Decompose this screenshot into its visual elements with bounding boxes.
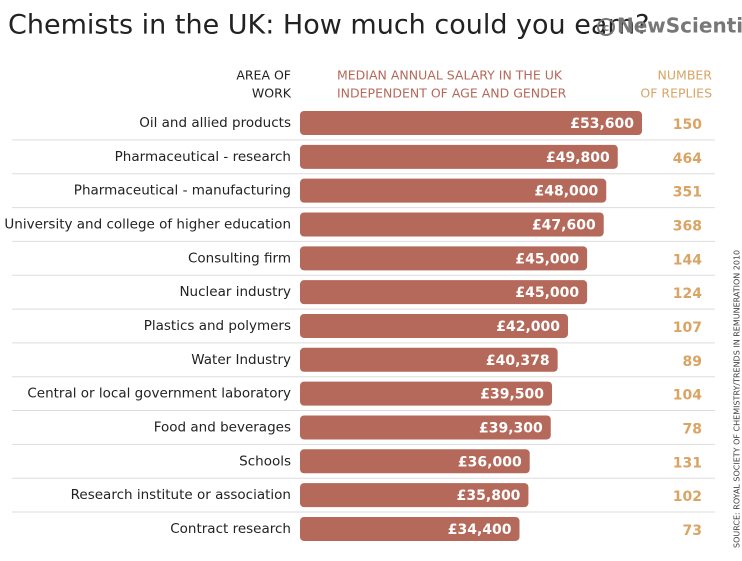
bar bbox=[300, 381, 553, 406]
logo-c: c bbox=[603, 21, 610, 34]
value-label: £34,400 bbox=[448, 522, 512, 538]
column-header: OF REPLIES bbox=[640, 86, 712, 101]
value-label: £45,000 bbox=[515, 285, 579, 301]
replies-label: 150 bbox=[673, 117, 702, 133]
replies-label: 368 bbox=[673, 218, 702, 234]
value-label: £49,800 bbox=[546, 150, 610, 166]
value-label: £39,300 bbox=[479, 420, 543, 436]
brand: NewScientist bbox=[617, 14, 742, 38]
category-label: Consulting firm bbox=[188, 250, 291, 266]
category-label: Food and beverages bbox=[154, 419, 291, 435]
bar bbox=[300, 280, 588, 305]
category-label: Schools bbox=[239, 453, 291, 469]
column-header: WORK bbox=[252, 86, 292, 101]
replies-label: 89 bbox=[683, 354, 702, 370]
bar bbox=[300, 111, 642, 135]
source: SOURCE: ROYAL SOCIETY OF CHEMISTRY/TREND… bbox=[733, 250, 742, 548]
logo-circle bbox=[597, 18, 615, 36]
category-label: Plastics and polymers bbox=[144, 318, 291, 334]
chart-title: Chemists in the UK: How much could you e… bbox=[8, 10, 649, 41]
value-label: £45,000 bbox=[515, 251, 579, 267]
column-header: NUMBER bbox=[658, 68, 713, 83]
replies-label: 124 bbox=[673, 286, 702, 302]
bar bbox=[300, 415, 551, 440]
value-label: £53,600 bbox=[570, 116, 634, 132]
category-label: Water Industry bbox=[191, 352, 291, 368]
replies-label: 104 bbox=[673, 388, 702, 404]
value-label: £39,500 bbox=[480, 387, 544, 403]
category-label: University and college of higher educati… bbox=[4, 216, 291, 232]
replies-label: 107 bbox=[673, 320, 702, 336]
bar bbox=[300, 313, 568, 338]
category-label: Contract research bbox=[170, 521, 291, 537]
value-label: £48,000 bbox=[535, 184, 599, 200]
value-label: £42,000 bbox=[496, 319, 560, 335]
column-header: INDEPENDENT OF AGE AND GENDER bbox=[337, 86, 567, 101]
value-label: £35,800 bbox=[457, 488, 521, 504]
replies-label: 464 bbox=[673, 151, 702, 167]
replies-label: 102 bbox=[673, 489, 702, 505]
bar bbox=[300, 178, 607, 203]
bar bbox=[300, 449, 530, 474]
bar bbox=[300, 246, 588, 271]
replies-label: 73 bbox=[683, 523, 702, 539]
bar bbox=[300, 212, 604, 237]
column-header: MEDIAN ANNUAL SALARY IN THE UK bbox=[337, 68, 563, 83]
category-label: Pharmaceutical - research bbox=[115, 149, 291, 165]
bar bbox=[300, 347, 558, 372]
category-label: Research institute or association bbox=[71, 487, 291, 503]
column-header: AREA OF bbox=[236, 68, 291, 83]
category-label: Oil and allied products bbox=[139, 115, 291, 131]
replies-label: 144 bbox=[673, 252, 702, 268]
category-label: Pharmaceutical - manufacturing bbox=[74, 183, 291, 199]
category-label: Nuclear industry bbox=[179, 284, 291, 300]
replies-label: 131 bbox=[673, 455, 702, 471]
category-label: Central or local government laboratory bbox=[27, 386, 291, 402]
bar bbox=[300, 516, 520, 541]
replies-label: 78 bbox=[683, 421, 702, 437]
value-label: £36,000 bbox=[458, 454, 522, 470]
value-label: £47,600 bbox=[532, 217, 596, 233]
bar bbox=[300, 483, 529, 508]
bar bbox=[300, 144, 618, 169]
value-label: £40,378 bbox=[486, 353, 550, 369]
replies-label: 351 bbox=[673, 185, 702, 201]
